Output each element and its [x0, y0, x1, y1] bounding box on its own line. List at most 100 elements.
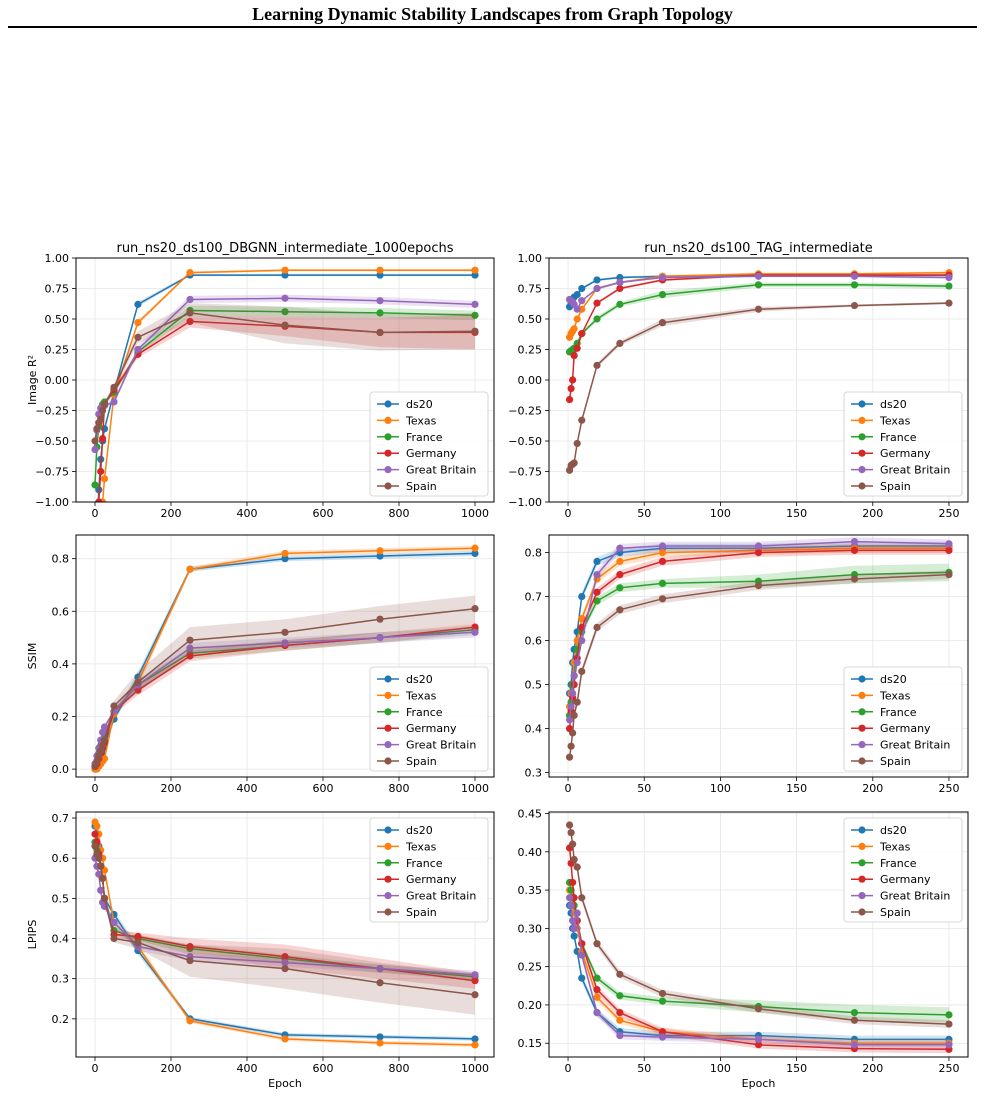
plot-area	[565, 269, 953, 474]
data-point	[573, 863, 581, 871]
data-point	[281, 321, 289, 329]
data-point	[281, 965, 289, 973]
data-point	[616, 970, 624, 978]
legend-label: Spain	[880, 480, 911, 493]
legend-label: Spain	[880, 906, 911, 919]
data-point	[471, 1041, 479, 1049]
x-tick-label: 150	[786, 782, 807, 795]
x-tick-label: 250	[938, 1062, 959, 1075]
data-point	[281, 266, 289, 274]
y-tick-label: 0.6	[52, 605, 70, 618]
data-point	[281, 549, 289, 558]
data-point	[376, 633, 384, 642]
legend-swatch-marker	[384, 433, 392, 441]
legend-swatch-marker	[384, 859, 392, 867]
legend-label: Germany	[880, 722, 931, 735]
data-point	[281, 959, 289, 967]
legend-label: ds20	[406, 673, 433, 686]
x-tick-label: 200	[161, 507, 182, 520]
data-point	[134, 300, 142, 308]
x-tick-label: 0	[92, 507, 99, 520]
legend-swatch-marker	[384, 875, 392, 883]
data-point	[471, 628, 479, 636]
data-point	[565, 753, 574, 761]
data-point	[95, 486, 103, 494]
legend-swatch-marker	[858, 859, 866, 867]
y-tick-label: 0.50	[45, 313, 70, 326]
legend-label: France	[880, 706, 917, 719]
data-point	[616, 1031, 624, 1040]
legend-swatch-marker	[384, 757, 392, 765]
data-point	[91, 830, 99, 838]
data-point	[569, 729, 577, 737]
legend-swatch-marker	[858, 908, 866, 916]
data-point	[281, 952, 289, 961]
x-tick-label: 200	[862, 782, 883, 795]
data-point	[578, 330, 586, 338]
data-point	[573, 659, 581, 667]
data-point	[754, 549, 763, 557]
data-point	[616, 992, 624, 1000]
data-point	[945, 299, 953, 307]
legend-swatch-marker	[858, 708, 866, 716]
plot-area	[565, 537, 953, 762]
legend-swatch-marker	[858, 724, 866, 732]
y-tick-label: −0.50	[508, 435, 542, 448]
legend-swatch-marker	[384, 826, 392, 834]
legend-label: France	[880, 857, 917, 870]
series-line-ds20	[568, 545, 949, 694]
data-point	[578, 940, 586, 948]
data-point	[471, 623, 479, 631]
x-tick-label: 600	[313, 507, 334, 520]
data-point	[91, 481, 99, 489]
data-point	[99, 434, 107, 443]
data-point	[471, 549, 479, 558]
data-point	[567, 829, 575, 837]
legend-label: ds20	[880, 398, 907, 411]
data-point	[91, 445, 99, 454]
x-tick-label: 200	[862, 507, 883, 520]
data-point	[658, 542, 667, 550]
data-point	[567, 703, 575, 711]
data-point	[567, 901, 575, 910]
legend: ds20 Texas France Germany Great Britain Spain	[843, 666, 963, 772]
legend-label: Great Britain	[880, 464, 950, 477]
x-tick-label: 0	[92, 1062, 99, 1075]
legend-label: France	[406, 857, 443, 870]
plot-area	[91, 818, 479, 1049]
y-tick-label: −1.00	[35, 496, 69, 509]
data-point	[570, 924, 578, 932]
data-point	[110, 918, 118, 927]
axes-frame	[548, 811, 969, 1058]
data-point	[578, 615, 586, 623]
axes-frame	[75, 811, 495, 1058]
x-tick-label: 800	[389, 782, 410, 795]
data-point	[567, 384, 575, 393]
header-rule	[8, 26, 977, 28]
legend-frame	[369, 817, 489, 923]
plot-area	[565, 821, 953, 1054]
data-point	[376, 297, 384, 305]
y-tick-label: 0.35	[518, 884, 543, 897]
y-tick-label: 0.6	[52, 852, 70, 865]
data-point	[93, 425, 101, 433]
data-point	[850, 546, 859, 555]
legend-swatch-marker	[858, 842, 866, 851]
legend-swatch-marker	[858, 757, 866, 765]
data-point	[186, 644, 194, 652]
band-france	[569, 563, 949, 720]
data-point	[616, 278, 624, 286]
data-point	[376, 309, 384, 317]
data-point	[567, 742, 575, 750]
data-point	[593, 993, 601, 1001]
legend-label: Great Britain	[406, 464, 476, 477]
x-tick-label: 50	[637, 507, 651, 520]
plot-area	[91, 544, 479, 773]
data-point	[850, 575, 859, 583]
data-point	[570, 855, 578, 864]
legend-frame	[369, 391, 489, 497]
legend-swatch-marker	[858, 826, 866, 834]
x-tick-label: 100	[710, 507, 731, 520]
legend-label: Texas	[879, 840, 911, 853]
